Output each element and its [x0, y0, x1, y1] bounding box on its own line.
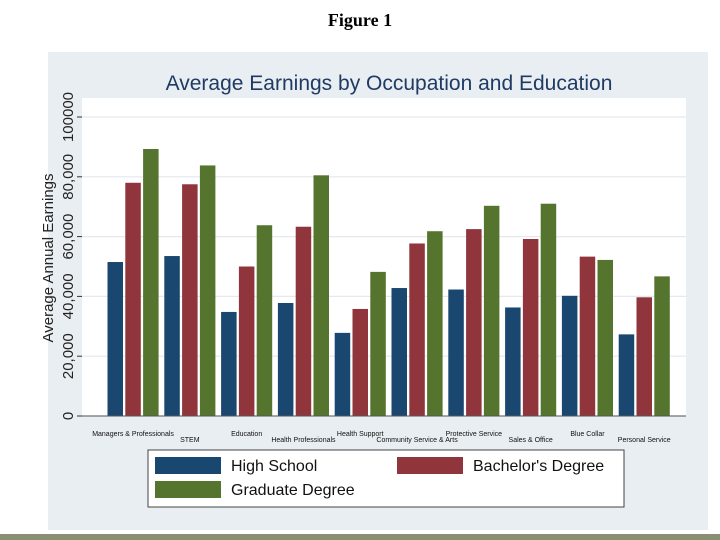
bar-1-7 [522, 238, 539, 416]
y-tick-label: 60,000 [60, 214, 77, 260]
bar-0-6 [448, 289, 464, 416]
bar-2-8 [597, 259, 613, 416]
bar-2-6 [483, 205, 500, 416]
x-category-label: Health Professionals [271, 437, 336, 444]
x-axis-categories: Managers & Professionals STEM Education Hea… [92, 431, 671, 444]
y-tick-label: 100000 [60, 92, 77, 142]
bar-1-2 [238, 266, 255, 416]
x-category-label: Sales & Office [509, 437, 553, 444]
x-category-label: Blue Collar [570, 431, 605, 438]
bar-2-2 [256, 225, 273, 416]
bar-0-9 [618, 334, 635, 416]
y-axis-label: Average Annual Earnings [40, 173, 57, 342]
bar-0-0 [107, 262, 123, 416]
legend: High School Bachelor's Degree Graduate Deg… [147, 449, 625, 508]
bar-1-5 [409, 243, 425, 416]
bar-1-3 [295, 226, 312, 416]
bars [107, 148, 670, 417]
y-axis-ticks: 0 20,000 40,000 60,000 80,000 100000 [60, 92, 82, 420]
bar-2-5 [427, 231, 443, 416]
bar-2-3 [313, 175, 329, 416]
x-category-label: Managers & Professionals [92, 431, 174, 438]
bar-1-0 [125, 182, 141, 416]
bottom-rule [0, 534, 720, 540]
figure-label: Figure 1 [327, 10, 393, 30]
legend-swatch [155, 481, 221, 498]
bar-0-5 [391, 288, 407, 416]
bar-2-4 [370, 271, 386, 416]
y-tick-label: 40,000 [60, 273, 77, 319]
legend-swatch [397, 457, 463, 474]
y-tick-label: 20,000 [60, 333, 77, 379]
bar-0-4 [334, 332, 351, 416]
legend-swatch [155, 457, 221, 474]
bar-0-3 [277, 302, 294, 416]
x-category-label: Education [231, 431, 262, 438]
bar-0-7 [505, 307, 521, 416]
bar-1-8 [579, 256, 596, 416]
x-category-label: Health Support [337, 431, 384, 438]
legend-label: Bachelor's Degree [473, 458, 604, 475]
bar-1-9 [636, 297, 652, 416]
bar-1-1 [182, 184, 198, 416]
chart-title: Average Earnings by Occupation and Educa… [166, 72, 613, 95]
bar-2-0 [143, 148, 159, 417]
x-category-label: Community Service & Arts [376, 437, 458, 444]
y-tick-label: 80,000 [60, 154, 77, 200]
bar-0-2 [221, 311, 237, 416]
legend-box [147, 449, 625, 508]
bar-2-1 [199, 165, 216, 416]
x-category-label: STEM [180, 437, 200, 444]
bar-2-9 [654, 276, 670, 416]
bar-2-7 [540, 203, 557, 416]
legend-label: Graduate Degree [231, 482, 355, 499]
bar-0-8 [561, 295, 578, 416]
bar-1-4 [352, 308, 368, 416]
x-category-label: Personal Service [618, 437, 671, 444]
legend-label: High School [231, 458, 317, 475]
bar-1-6 [466, 229, 482, 416]
x-category-label: Protective Service [446, 431, 503, 438]
bar-0-1 [164, 256, 180, 416]
y-tick-label: 0 [60, 412, 77, 420]
